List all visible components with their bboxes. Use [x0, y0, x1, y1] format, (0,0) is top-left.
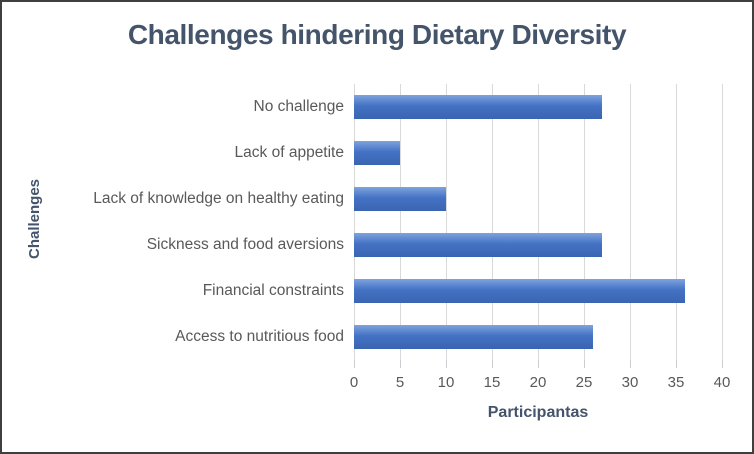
gridline [445, 84, 447, 360]
x-axis-tick [537, 360, 539, 368]
category-label: Access to nutritious food [175, 328, 344, 345]
bar [354, 187, 446, 211]
x-axis-tick-label: 0 [349, 374, 359, 391]
bar [354, 141, 400, 165]
gridline [629, 84, 631, 360]
bar [354, 325, 594, 349]
category-label: No challenge [253, 98, 344, 115]
x-axis-title: Participantas [487, 404, 589, 421]
x-axis-tick [675, 360, 677, 368]
bar [354, 279, 686, 303]
gridline [675, 84, 677, 360]
bar [354, 95, 603, 119]
x-axis-tick [629, 360, 631, 368]
category-label: Sickness and food aversions [146, 236, 344, 253]
plot-area [353, 84, 723, 360]
x-axis-tick [399, 360, 401, 368]
chart-title: Challenges hindering Dietary Diversity [127, 19, 627, 50]
x-axis-tick [353, 360, 355, 368]
x-axis-tick [445, 360, 447, 368]
gridline [537, 84, 539, 360]
category-label: Lack of knowledge on healthy eating [93, 190, 344, 207]
bar [354, 233, 603, 257]
x-axis-tick [721, 360, 723, 368]
gridline [721, 84, 723, 360]
x-axis-tick-label: 15 [483, 374, 501, 391]
x-axis-tick-label: 10 [437, 374, 455, 391]
category-label: Financial constraints [202, 282, 344, 299]
gridline [491, 84, 493, 360]
x-axis-tick [583, 360, 585, 368]
x-axis-tick-label: 25 [575, 374, 593, 391]
x-axis-tick-label: 30 [621, 374, 639, 391]
x-axis-tick-label: 40 [713, 374, 731, 391]
gridline [353, 84, 355, 360]
gridline [583, 84, 585, 360]
x-axis-tick-label: 5 [395, 374, 405, 391]
x-axis-tick-label: 35 [667, 374, 685, 391]
x-axis-tick-label: 20 [529, 374, 547, 391]
category-label: Lack of appetite [234, 144, 344, 161]
gridline [399, 84, 401, 360]
x-axis-tick [491, 360, 493, 368]
